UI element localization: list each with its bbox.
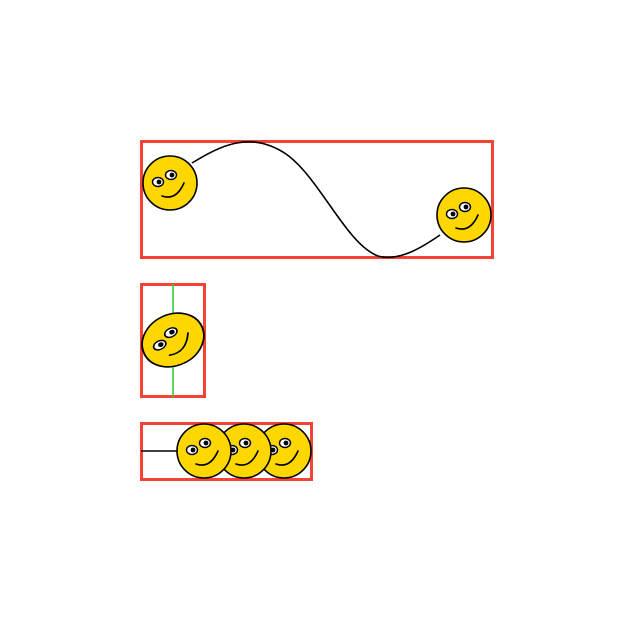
rotation-panel: [132, 283, 214, 398]
smiley-face-icon: [132, 302, 214, 378]
smiley-face-icon: [176, 423, 232, 479]
smiley-face-icon: [142, 155, 198, 211]
trail-panel: [140, 422, 313, 481]
smiley-face-icon: [436, 187, 492, 243]
motion-path-panel: [140, 140, 494, 259]
motion-path-frame: [140, 140, 494, 259]
motion-path-curve: [191, 141, 441, 259]
